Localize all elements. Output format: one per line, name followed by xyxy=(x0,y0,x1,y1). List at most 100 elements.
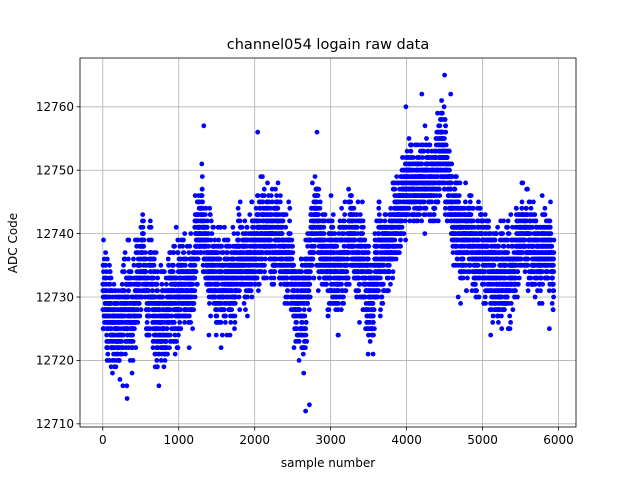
data-point xyxy=(207,301,212,306)
data-point xyxy=(165,256,171,262)
data-point xyxy=(199,161,205,167)
data-point xyxy=(154,358,160,363)
data-point xyxy=(215,281,221,287)
data-point xyxy=(370,313,376,319)
data-point xyxy=(365,256,371,262)
data-point xyxy=(154,281,160,287)
data-point xyxy=(272,269,278,275)
data-point xyxy=(225,250,230,256)
data-point xyxy=(236,212,242,218)
data-point xyxy=(181,250,187,256)
data-point xyxy=(153,250,159,256)
data-point xyxy=(303,332,309,338)
data-point xyxy=(378,307,383,313)
data-point xyxy=(212,294,218,300)
data-point xyxy=(397,250,402,256)
data-point xyxy=(198,250,204,256)
data-point xyxy=(104,332,110,338)
data-point xyxy=(104,269,109,275)
data-point xyxy=(126,237,132,243)
data-point xyxy=(243,307,248,313)
data-point xyxy=(192,294,198,300)
data-point xyxy=(147,313,153,319)
data-point xyxy=(294,320,299,325)
data-point xyxy=(141,237,147,243)
data-point xyxy=(280,218,286,224)
data-point xyxy=(188,231,194,237)
data-point xyxy=(442,117,448,122)
data-point xyxy=(370,301,376,306)
data-point xyxy=(393,256,399,262)
data-point xyxy=(371,320,376,325)
data-point xyxy=(380,301,386,306)
data-point xyxy=(315,288,321,294)
data-point xyxy=(124,383,130,389)
data-point xyxy=(175,345,181,351)
data-point xyxy=(310,256,316,262)
data-point xyxy=(141,231,146,237)
data-point xyxy=(456,199,461,205)
data-point xyxy=(386,288,391,294)
data-point xyxy=(344,269,350,275)
data-point xyxy=(174,339,179,344)
data-point xyxy=(175,237,181,243)
data-point xyxy=(107,262,112,268)
data-point xyxy=(262,269,267,275)
data-point xyxy=(103,250,108,256)
data-point xyxy=(360,199,365,205)
data-point xyxy=(371,307,377,313)
data-point xyxy=(158,358,164,363)
data-point xyxy=(422,231,428,237)
data-point xyxy=(187,243,193,249)
data-point xyxy=(431,212,437,218)
data-point xyxy=(361,224,366,230)
data-point xyxy=(357,212,363,218)
data-point xyxy=(150,345,156,351)
data-point xyxy=(279,231,285,237)
data-point xyxy=(105,345,111,351)
data-point xyxy=(349,193,354,199)
data-point xyxy=(468,212,474,218)
data-point xyxy=(342,212,348,218)
data-point xyxy=(228,320,234,325)
data-point xyxy=(306,288,312,294)
data-point xyxy=(256,288,261,294)
data-point xyxy=(465,275,470,281)
data-point xyxy=(209,231,215,237)
data-point xyxy=(307,281,313,287)
data-point xyxy=(346,281,352,287)
data-point xyxy=(192,193,198,199)
data-points xyxy=(100,72,557,414)
data-point xyxy=(221,307,227,313)
data-point xyxy=(192,262,198,268)
data-point xyxy=(360,218,366,224)
data-point xyxy=(129,370,135,376)
data-point xyxy=(378,275,383,281)
data-point xyxy=(199,193,205,199)
data-point xyxy=(299,269,304,275)
data-point xyxy=(218,320,224,325)
data-point xyxy=(113,364,119,370)
data-point xyxy=(335,301,341,306)
data-point xyxy=(164,326,170,332)
data-point xyxy=(339,281,344,287)
data-point xyxy=(237,288,242,294)
data-point xyxy=(202,212,208,218)
data-point xyxy=(297,307,303,313)
data-point xyxy=(141,218,146,224)
data-point xyxy=(237,199,243,205)
data-point xyxy=(419,218,424,224)
data-point xyxy=(119,351,125,357)
data-point xyxy=(341,218,347,224)
data-point xyxy=(417,212,422,218)
data-point xyxy=(368,269,373,275)
data-point xyxy=(423,205,429,211)
data-point xyxy=(218,345,224,351)
data-point xyxy=(155,275,161,281)
data-point xyxy=(174,275,179,281)
data-point xyxy=(443,142,449,148)
data-point xyxy=(437,123,443,129)
data-point xyxy=(245,294,250,300)
data-point xyxy=(171,320,177,325)
